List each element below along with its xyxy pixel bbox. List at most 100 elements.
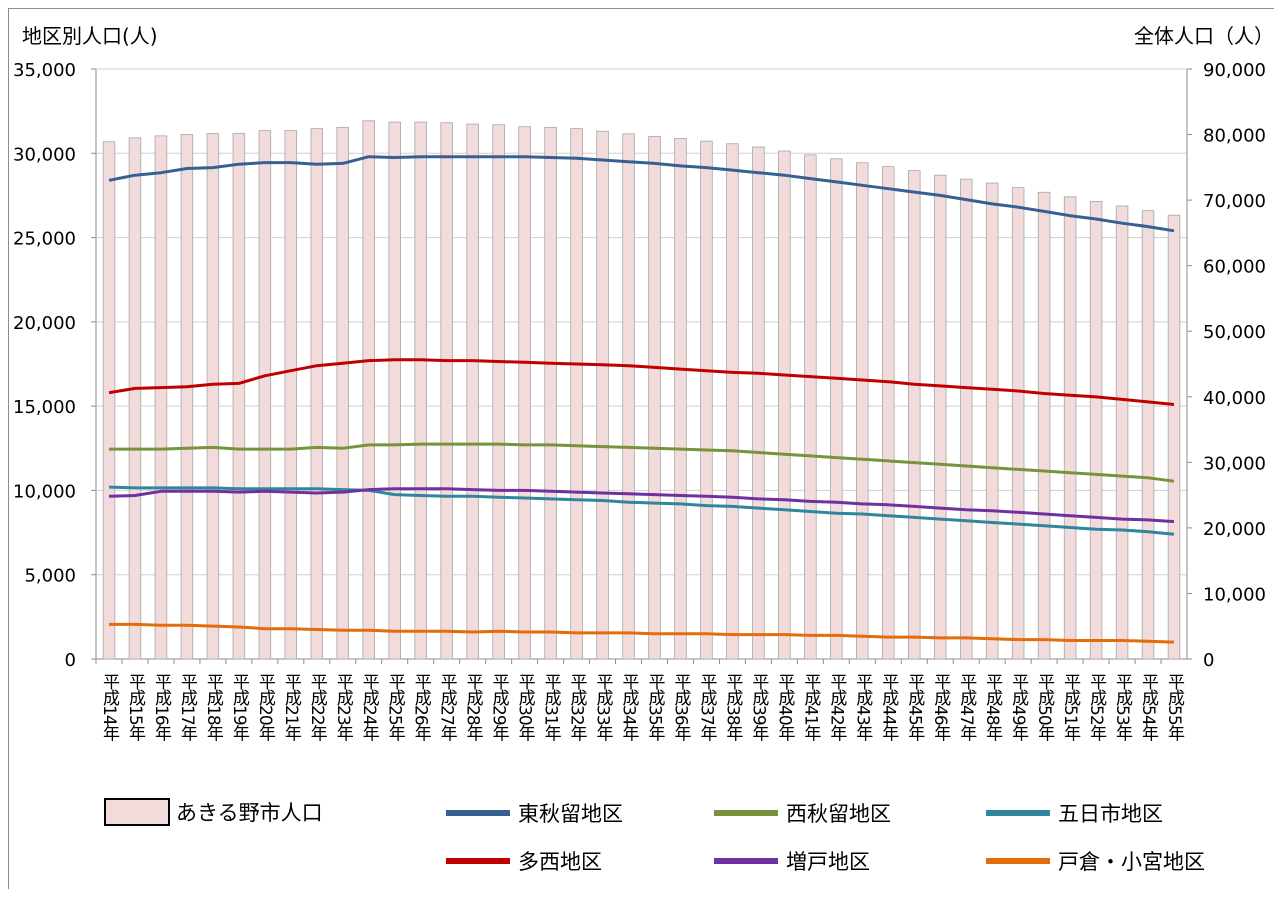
right-tick-label: 60,000	[1203, 257, 1266, 278]
bar	[518, 126, 531, 660]
x-tick-label: 平成21年	[281, 673, 302, 742]
x-tick-label: 平成20年	[255, 673, 276, 742]
x-tick-label: 平成34年	[619, 673, 640, 742]
bar	[778, 150, 791, 660]
bar	[232, 132, 246, 660]
bar	[206, 133, 220, 660]
bar	[1063, 196, 1077, 660]
left-tick-label: 15,000	[13, 397, 76, 418]
bar	[544, 126, 557, 660]
right-tick-label: 20,000	[1203, 519, 1266, 540]
bar	[856, 162, 869, 660]
bar	[830, 158, 843, 660]
x-tick-label: 平成51年	[1060, 673, 1081, 742]
x-tick-label: 平成24年	[359, 673, 380, 742]
bar	[1141, 210, 1155, 660]
x-tick-label: 平成31年	[541, 673, 562, 742]
left-tick-label: 30,000	[13, 144, 76, 165]
bar	[804, 154, 817, 660]
series-line	[108, 358, 1175, 406]
series-line	[108, 155, 1175, 233]
bar	[388, 121, 401, 660]
x-tick-label: 平成55年	[1164, 673, 1185, 742]
right-tick-label: 50,000	[1203, 322, 1266, 343]
bar	[440, 122, 453, 660]
series-line	[109, 622, 1175, 644]
bar	[466, 123, 479, 660]
bar	[180, 134, 194, 660]
bar	[310, 128, 324, 660]
x-tick-label: 平成23年	[333, 673, 354, 742]
bar	[154, 135, 168, 660]
bar	[959, 178, 973, 660]
x-tick-label: 平成28年	[463, 673, 484, 742]
bar	[622, 133, 635, 660]
right-tick-label: 40,000	[1203, 388, 1266, 409]
x-tick-label: 平成45年	[904, 673, 925, 742]
bar	[128, 137, 142, 660]
bar	[1037, 191, 1051, 660]
x-tick-label: 平成32年	[567, 673, 588, 742]
bar	[726, 143, 739, 660]
left-tick-label: 5,000	[24, 566, 76, 587]
x-tick-label: 平成29年	[489, 673, 510, 742]
x-tick-label: 平成41年	[800, 673, 821, 742]
x-tick-label: 平成47年	[956, 673, 977, 742]
left-tick-label: 20,000	[13, 313, 76, 334]
x-tick-label: 平成25年	[385, 673, 406, 742]
x-tick-label: 平成53年	[1112, 673, 1133, 742]
bar	[908, 170, 921, 660]
x-tick-label: 平成14年	[99, 673, 120, 742]
bar	[985, 182, 999, 660]
x-tick-label: 平成37年	[696, 673, 717, 742]
bar	[1089, 201, 1103, 660]
bar	[752, 146, 765, 660]
x-tick-label: 平成54年	[1138, 673, 1159, 742]
left-tick-label: 0	[65, 650, 76, 671]
x-tick-label: 平成22年	[307, 673, 328, 742]
x-tick-label: 平成38年	[722, 673, 743, 742]
left-tick-label: 10,000	[13, 481, 76, 502]
x-tick-label: 平成43年	[852, 673, 873, 742]
bar	[1011, 187, 1025, 660]
x-tick-label: 平成26年	[411, 673, 432, 742]
bar	[700, 140, 713, 660]
x-tick-label: 平成39年	[748, 673, 769, 742]
x-tick-label: 平成42年	[826, 673, 847, 742]
bar	[362, 120, 375, 660]
x-tick-label: 平成44年	[878, 673, 899, 742]
right-tick-label: 80,000	[1203, 126, 1266, 147]
series-line	[108, 485, 1175, 536]
bar	[674, 138, 687, 660]
bar	[570, 128, 583, 660]
x-tick-label: 平成48年	[982, 673, 1003, 742]
x-tick-label: 平成50年	[1034, 673, 1055, 742]
bar	[414, 121, 427, 660]
bar	[492, 124, 505, 660]
left-axis-title: 地区別人口(人)	[22, 24, 158, 48]
x-tick-label: 平成30年	[515, 673, 536, 742]
bar	[284, 130, 298, 660]
x-tick-label: 平成36年	[670, 673, 691, 742]
x-tick-label: 平成19年	[229, 673, 250, 742]
bar	[336, 126, 350, 660]
x-tick-label: 平成15年	[125, 673, 146, 742]
x-tick-label: 平成49年	[1008, 673, 1029, 742]
left-tick-label: 25,000	[13, 229, 76, 250]
bar	[933, 174, 947, 660]
x-tick-label: 平成35年	[644, 673, 665, 742]
bar	[258, 130, 272, 660]
x-tick-label: 平成27年	[437, 673, 458, 742]
series-line	[108, 487, 1175, 524]
bar	[882, 166, 895, 660]
left-tick-label: 35,000	[13, 60, 76, 81]
bar	[596, 130, 609, 660]
bar	[1167, 214, 1181, 660]
x-tick-label: 平成46年	[930, 673, 951, 742]
x-tick-label: 平成52年	[1086, 673, 1107, 742]
x-tick-label: 平成40年	[774, 673, 795, 742]
x-tick-label: 平成33年	[593, 673, 614, 742]
bar	[102, 141, 116, 660]
x-tick-label: 平成17年	[177, 673, 198, 742]
